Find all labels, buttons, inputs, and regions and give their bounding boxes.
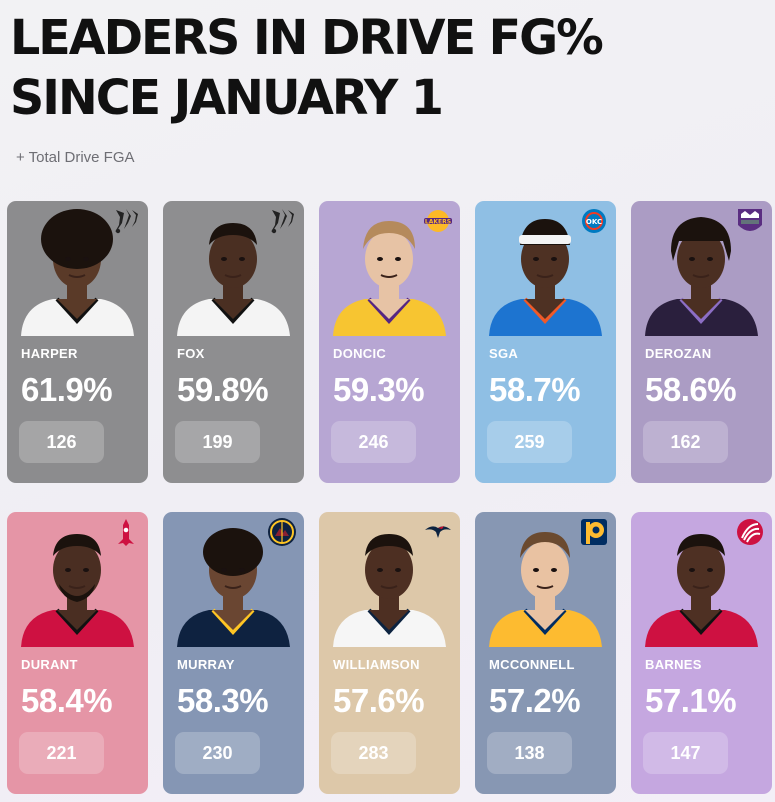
player-card: FOX 59.8% 199	[163, 201, 304, 483]
pelicans-logo-icon	[422, 516, 454, 548]
lakers-logo-icon: LAKERS	[422, 205, 454, 237]
page-title: LEADERS IN DRIVE FG% SINCE JANUARY 1	[10, 10, 604, 126]
svg-text:LAKERS: LAKERS	[425, 219, 451, 226]
player-name: DURANT	[21, 657, 78, 672]
player-name: WILLIAMSON	[333, 657, 420, 672]
player-name: HARPER	[21, 346, 78, 361]
drive-fga-badge: 162	[643, 421, 728, 463]
player-card: BARNES 57.1% 147	[631, 512, 772, 794]
raptors-logo-icon	[734, 516, 766, 548]
player-card: LAKERS DONCIC 59.3% 246	[319, 201, 460, 483]
rockets-logo-icon	[110, 516, 142, 548]
svg-text:OKC: OKC	[586, 218, 602, 226]
drive-fg-pct: 58.7%	[489, 371, 581, 408]
player-name: MCCONNELL	[489, 657, 575, 672]
spurs-logo-icon	[266, 205, 298, 237]
player-grid: HARPER 61.9% 126 FOX 59.8% 199 LAKERS DONCIC 59.…	[7, 201, 772, 794]
player-photo	[7, 201, 148, 336]
drive-fg-pct: 57.2%	[489, 682, 581, 719]
player-photo	[319, 512, 460, 647]
player-photo	[163, 512, 304, 647]
drive-fg-pct: 57.1%	[645, 682, 737, 719]
player-photo	[631, 201, 772, 336]
player-card: DURANT 58.4% 221	[7, 512, 148, 794]
player-photo	[7, 512, 148, 647]
drive-fga-badge: 147	[643, 732, 728, 774]
kings-logo-icon	[734, 205, 766, 237]
pacers-logo-icon	[578, 516, 610, 548]
player-card: DEROZAN 58.6% 162	[631, 201, 772, 483]
nuggets-logo-icon	[266, 516, 298, 548]
drive-fga-badge: 259	[487, 421, 572, 463]
drive-fga-badge: 199	[175, 421, 260, 463]
player-photo	[475, 512, 616, 647]
drive-fga-badge: 138	[487, 732, 572, 774]
player-photo	[163, 201, 304, 336]
drive-fg-pct: 58.3%	[177, 682, 269, 719]
drive-fga-badge: 126	[19, 421, 104, 463]
drive-fg-pct: 58.4%	[21, 682, 113, 719]
player-card: OKC SGA 58.7% 259	[475, 201, 616, 483]
drive-fga-badge: 246	[331, 421, 416, 463]
drive-fga-badge: 283	[331, 732, 416, 774]
player-name: BARNES	[645, 657, 702, 672]
drive-fg-pct: 57.6%	[333, 682, 425, 719]
subtitle: + Total Drive FGA	[16, 149, 135, 166]
player-card: MCCONNELL 57.2% 138	[475, 512, 616, 794]
drive-fg-pct: 58.6%	[645, 371, 737, 408]
drive-fg-pct: 59.3%	[333, 371, 425, 408]
drive-fg-pct: 61.9%	[21, 371, 113, 408]
player-name: SGA	[489, 346, 519, 361]
player-name: FOX	[177, 346, 205, 361]
player-photo	[319, 201, 460, 336]
player-name: DEROZAN	[645, 346, 712, 361]
player-photo	[475, 201, 616, 336]
drive-fga-badge: 230	[175, 732, 260, 774]
player-name: DONCIC	[333, 346, 387, 361]
spurs-logo-icon	[110, 205, 142, 237]
player-name: MURRAY	[177, 657, 235, 672]
player-card: HARPER 61.9% 126	[7, 201, 148, 483]
drive-fg-pct: 59.8%	[177, 371, 269, 408]
thunder-logo-icon: OKC	[578, 205, 610, 237]
drive-fga-badge: 221	[19, 732, 104, 774]
player-card: WILLIAMSON 57.6% 283	[319, 512, 460, 794]
player-photo	[631, 512, 772, 647]
player-card: MURRAY 58.3% 230	[163, 512, 304, 794]
